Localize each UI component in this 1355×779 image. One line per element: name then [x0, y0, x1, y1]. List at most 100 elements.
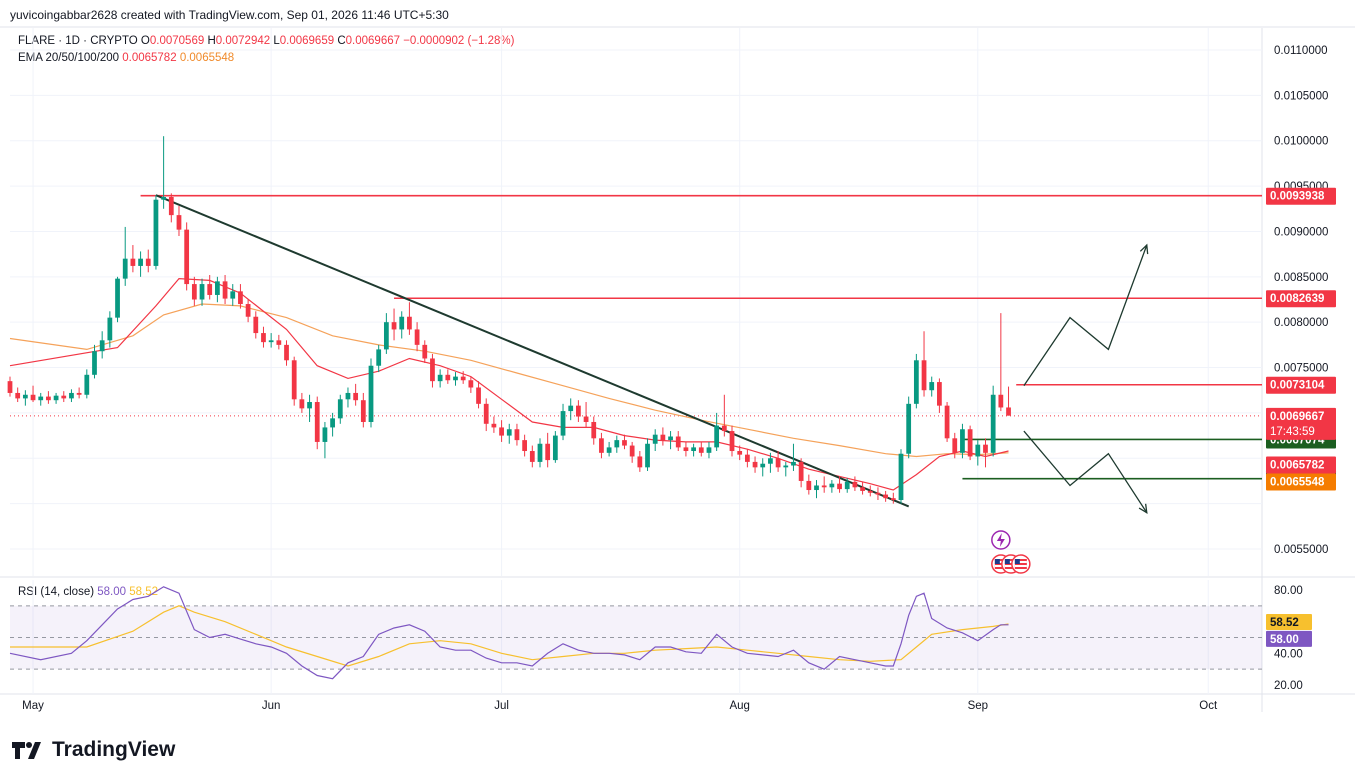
- candle: [430, 353, 435, 388]
- projection-down-arrow: [1023, 430, 1148, 514]
- candle: [276, 334, 282, 350]
- candle: [15, 387, 21, 403]
- candle: [7, 376, 13, 397]
- candle-body: [737, 451, 743, 455]
- candle-body: [921, 360, 927, 391]
- candle-body: [614, 440, 620, 448]
- candle-body: [376, 349, 382, 366]
- lightning-icon-glyph: [996, 533, 1005, 547]
- candle-body: [545, 443, 551, 461]
- candle-body: [890, 498, 896, 501]
- candle: [53, 392, 59, 404]
- level-lines: [140, 194, 1262, 480]
- candle: [683, 441, 689, 457]
- event-markers[interactable]: [991, 530, 1031, 574]
- rsi-label[interactable]: RSI (14, close): [18, 586, 95, 598]
- candle: [122, 226, 128, 286]
- current-price-tag-bg: [1266, 407, 1336, 440]
- candle: [76, 387, 82, 399]
- projection-down-arrow-head: [1138, 503, 1148, 514]
- candle: [952, 432, 958, 459]
- candle: [330, 412, 335, 437]
- rsi-tick-label: 40.00: [1274, 648, 1303, 660]
- candle-body: [752, 461, 758, 468]
- ema50-value: 0.0065548: [179, 52, 235, 64]
- candle-body: [929, 382, 935, 391]
- rsi-pane: [9, 586, 1262, 680]
- candle: [814, 480, 819, 499]
- time-tick-label: Jun: [262, 700, 281, 712]
- candle: [130, 245, 136, 273]
- candle-body: [284, 344, 289, 361]
- candle-body: [691, 447, 696, 452]
- flag-field: [1014, 559, 1027, 569]
- candle: [913, 353, 919, 409]
- flag-stripe: [1004, 561, 1017, 563]
- candle-body: [683, 447, 689, 452]
- candle-body: [253, 316, 259, 334]
- projection-up-arrow-path: [1023, 244, 1148, 387]
- ema-label[interactable]: EMA 20/50/100/200: [18, 52, 120, 64]
- flag-stripe: [1014, 565, 1027, 567]
- candle-body: [875, 492, 881, 495]
- candle-body: [122, 258, 128, 279]
- candle-body: [84, 374, 90, 395]
- candle: [576, 400, 581, 422]
- candle: [476, 381, 481, 409]
- rsi-value: 58.00: [97, 586, 127, 598]
- candle: [184, 222, 190, 291]
- attribution-text: yuvicoingabbar2628 created with TradingV…: [10, 8, 449, 22]
- candle: [775, 451, 781, 472]
- time-tick-label: Jul: [494, 700, 509, 712]
- close-value: 0.0069667: [345, 35, 401, 47]
- candle: [299, 392, 305, 413]
- level-price-tag-text: 0.0093938: [1270, 191, 1325, 203]
- candle-body: [675, 436, 681, 448]
- candle-body: [76, 392, 82, 395]
- candle-body: [99, 340, 105, 352]
- candle-body: [998, 394, 1004, 408]
- candle-body: [783, 465, 789, 468]
- candle-body: [161, 196, 167, 200]
- ema-legend[interactable]: EMA 20/50/100/200 0.0065782 0.0065548: [18, 52, 234, 64]
- candle: [821, 476, 827, 493]
- candle-body: [668, 436, 673, 441]
- candle: [675, 431, 681, 452]
- level-price-tag: 0.0093938: [1266, 187, 1336, 205]
- candle: [345, 387, 351, 408]
- price-tick-label: 0.0105000: [1274, 90, 1328, 102]
- candle: [499, 420, 504, 442]
- candle: [261, 326, 266, 348]
- candle: [760, 458, 766, 477]
- candle-body: [591, 421, 597, 439]
- candle: [883, 490, 889, 502]
- candle: [253, 311, 259, 339]
- candle: [860, 481, 865, 495]
- rsi-line: [9, 586, 1009, 680]
- candle-body: [583, 416, 589, 422]
- candle-body: [806, 480, 812, 491]
- candle: [268, 333, 274, 348]
- candle: [983, 438, 988, 468]
- candle: [22, 390, 28, 406]
- candles: [7, 136, 1011, 504]
- candle: [529, 445, 535, 468]
- ema20-value: 0.0065782: [122, 52, 177, 64]
- candle: [975, 440, 981, 466]
- candle: [960, 423, 965, 459]
- tradingview-logo: TradingView: [12, 738, 175, 762]
- candle-body: [199, 284, 205, 300]
- candle-body: [261, 333, 266, 343]
- ohlc-legend[interactable]: FLARE · 1D · CRYPTO O0.0070569 H0.007294…: [18, 35, 514, 47]
- candle-body: [291, 360, 297, 400]
- ema-price-tag-text: 0.0065782: [1270, 459, 1324, 471]
- candle-body: [437, 374, 443, 382]
- price-tick-label: 0.0110000: [1274, 45, 1328, 57]
- tradingview-logo-icon: [12, 742, 41, 759]
- time-tick-label: Oct: [1199, 700, 1218, 712]
- price-tick-label: 0.0085000: [1274, 272, 1328, 284]
- symbol-label[interactable]: FLARE · 1D · CRYPTO: [18, 35, 138, 47]
- candle: [798, 458, 804, 488]
- candle: [737, 445, 743, 461]
